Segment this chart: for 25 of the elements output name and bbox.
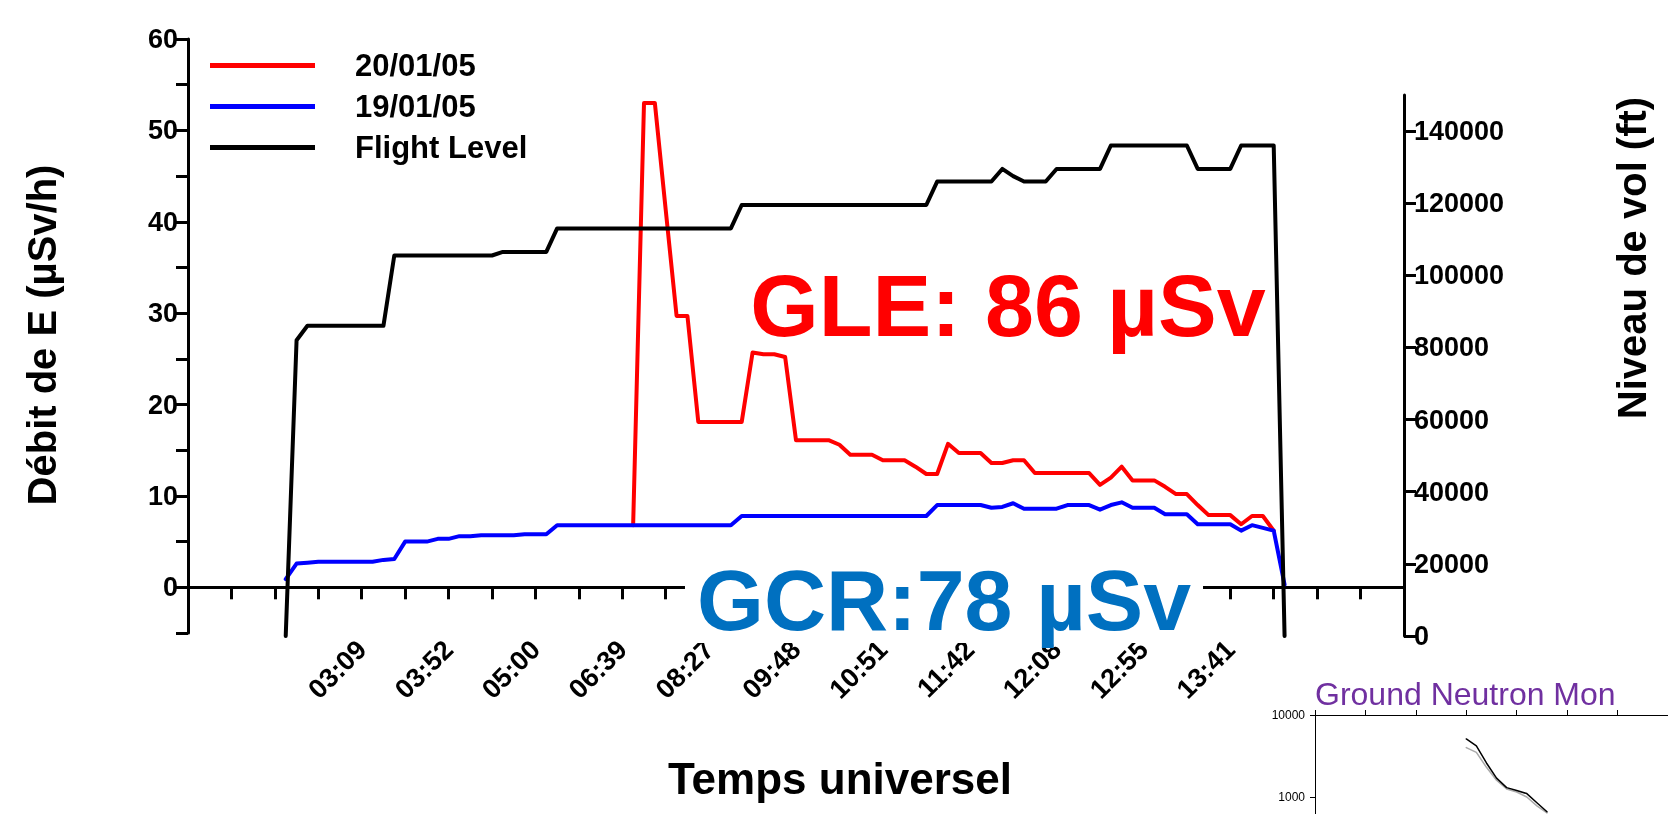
y2-tick-label: 60000 <box>1414 404 1490 435</box>
y-tick-label: 0 <box>162 572 178 603</box>
y-tick-label: 40 <box>147 206 178 237</box>
y2-tick-label: 100000 <box>1414 260 1505 291</box>
y2-tick-label: 140000 <box>1414 116 1505 147</box>
x-axis-title: Temps universel <box>668 753 1012 803</box>
y2-tick-label: 80000 <box>1414 332 1490 363</box>
legend-label: 20/01/05 <box>355 48 476 83</box>
y-tick-label: 20 <box>147 389 178 420</box>
y2-tick-label: 40000 <box>1414 476 1490 507</box>
legend-label: Flight Level <box>355 130 528 165</box>
y-tick-label: 30 <box>147 298 178 329</box>
y2-tick-label: 0 <box>1414 621 1430 651</box>
y2-tick-label: 20000 <box>1414 548 1490 579</box>
y-tick-label: 1000 <box>1278 789 1306 804</box>
y-axis-title: Débit de E (µSv/h) <box>20 164 64 506</box>
y2-axis-title: Niveau de vol (ft) <box>1610 96 1654 420</box>
chart-title: Ground Neutron Mon <box>1315 676 1616 712</box>
y-tick-label: 10000 <box>1271 708 1306 722</box>
y-tick-label: 60 <box>147 24 178 54</box>
annotation: GLE: 86 µSv <box>750 255 1266 355</box>
y-tick-label: 50 <box>147 115 178 146</box>
y2-tick-label: 120000 <box>1414 188 1505 219</box>
y-tick-label: 10 <box>147 480 178 511</box>
legend-label: 19/01/05 <box>355 89 476 124</box>
